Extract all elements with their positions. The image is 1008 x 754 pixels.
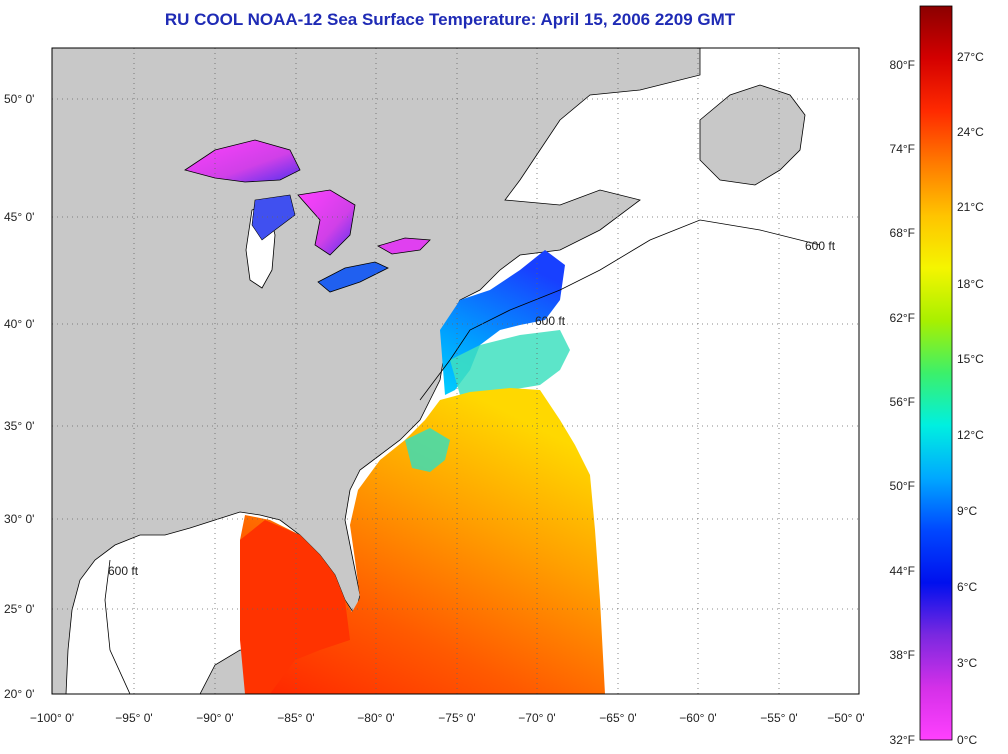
lat-label: 20° 0': [4, 687, 34, 701]
lon-label: −85° 0': [277, 711, 314, 725]
lon-label: −65° 0': [599, 711, 636, 725]
celsius-label: 21°C: [957, 200, 984, 214]
sst-map: 600 ft 600 ft 600 ft 50° 0' 45° 0' 40° 0…: [4, 47, 865, 725]
colorbar: 80°F 74°F 68°F 62°F 56°F 50°F 44°F 38°F …: [890, 5, 984, 747]
fahrenheit-label: 56°F: [890, 395, 915, 409]
sst-cold-plume: [405, 428, 450, 472]
fahrenheit-label: 32°F: [890, 733, 915, 747]
lake-huron: [297, 189, 356, 256]
celsius-label: 27°C: [957, 50, 984, 64]
lon-label: −90° 0': [196, 711, 233, 725]
fahrenheit-label: 62°F: [890, 311, 915, 325]
fahrenheit-label: 50°F: [890, 479, 915, 493]
map-title: RU COOL NOAA-12 Sea Surface Temperature:…: [164, 10, 736, 29]
fahrenheit-label: 68°F: [890, 226, 915, 240]
celsius-label: 0°C: [957, 733, 977, 747]
lat-label: 45° 0': [4, 210, 34, 224]
lake-superior: [184, 139, 301, 183]
sst-slope: [450, 330, 570, 395]
lon-label: −95° 0': [115, 711, 152, 725]
lon-label: −100° 0': [30, 711, 74, 725]
celsius-label: 6°C: [957, 580, 977, 594]
lat-label: 50° 0': [4, 92, 34, 106]
colorbar-gradient: [919, 5, 953, 741]
lon-label: −70° 0': [518, 711, 555, 725]
lake-michigan-north: [251, 194, 296, 241]
lat-label: 30° 0': [4, 512, 34, 526]
lon-label: −75° 0': [438, 711, 475, 725]
lat-label: 35° 0': [4, 419, 34, 433]
lake-erie: [317, 261, 389, 293]
isobath-label: 600 ft: [108, 564, 139, 578]
lon-label: −55° 0': [760, 711, 797, 725]
celsius-label: 3°C: [957, 656, 977, 670]
celsius-label: 24°C: [957, 125, 984, 139]
sst-gulf-mexico: [240, 520, 350, 694]
lon-label: −60° 0': [679, 711, 716, 725]
fahrenheit-label: 38°F: [890, 648, 915, 662]
lat-label: 25° 0': [4, 602, 34, 616]
lon-label: −50° 0': [827, 711, 864, 725]
celsius-label: 15°C: [957, 352, 984, 366]
fahrenheit-label: 80°F: [890, 58, 915, 72]
lat-label: 40° 0': [4, 317, 34, 331]
celsius-label: 9°C: [957, 504, 977, 518]
celsius-label: 12°C: [957, 428, 984, 442]
isobath-label: 600 ft: [805, 239, 836, 253]
celsius-label: 18°C: [957, 277, 984, 291]
land-newfoundland: [699, 84, 806, 186]
land-north-america: [52, 48, 701, 694]
lon-label: −80° 0': [357, 711, 394, 725]
isobath-600ft: [104, 219, 821, 694]
map-frame: [51, 47, 860, 695]
fahrenheit-label: 74°F: [890, 142, 915, 156]
lake-ontario: [376, 237, 431, 255]
isobath-label: 600 ft: [535, 314, 566, 328]
fahrenheit-label: 44°F: [890, 564, 915, 578]
